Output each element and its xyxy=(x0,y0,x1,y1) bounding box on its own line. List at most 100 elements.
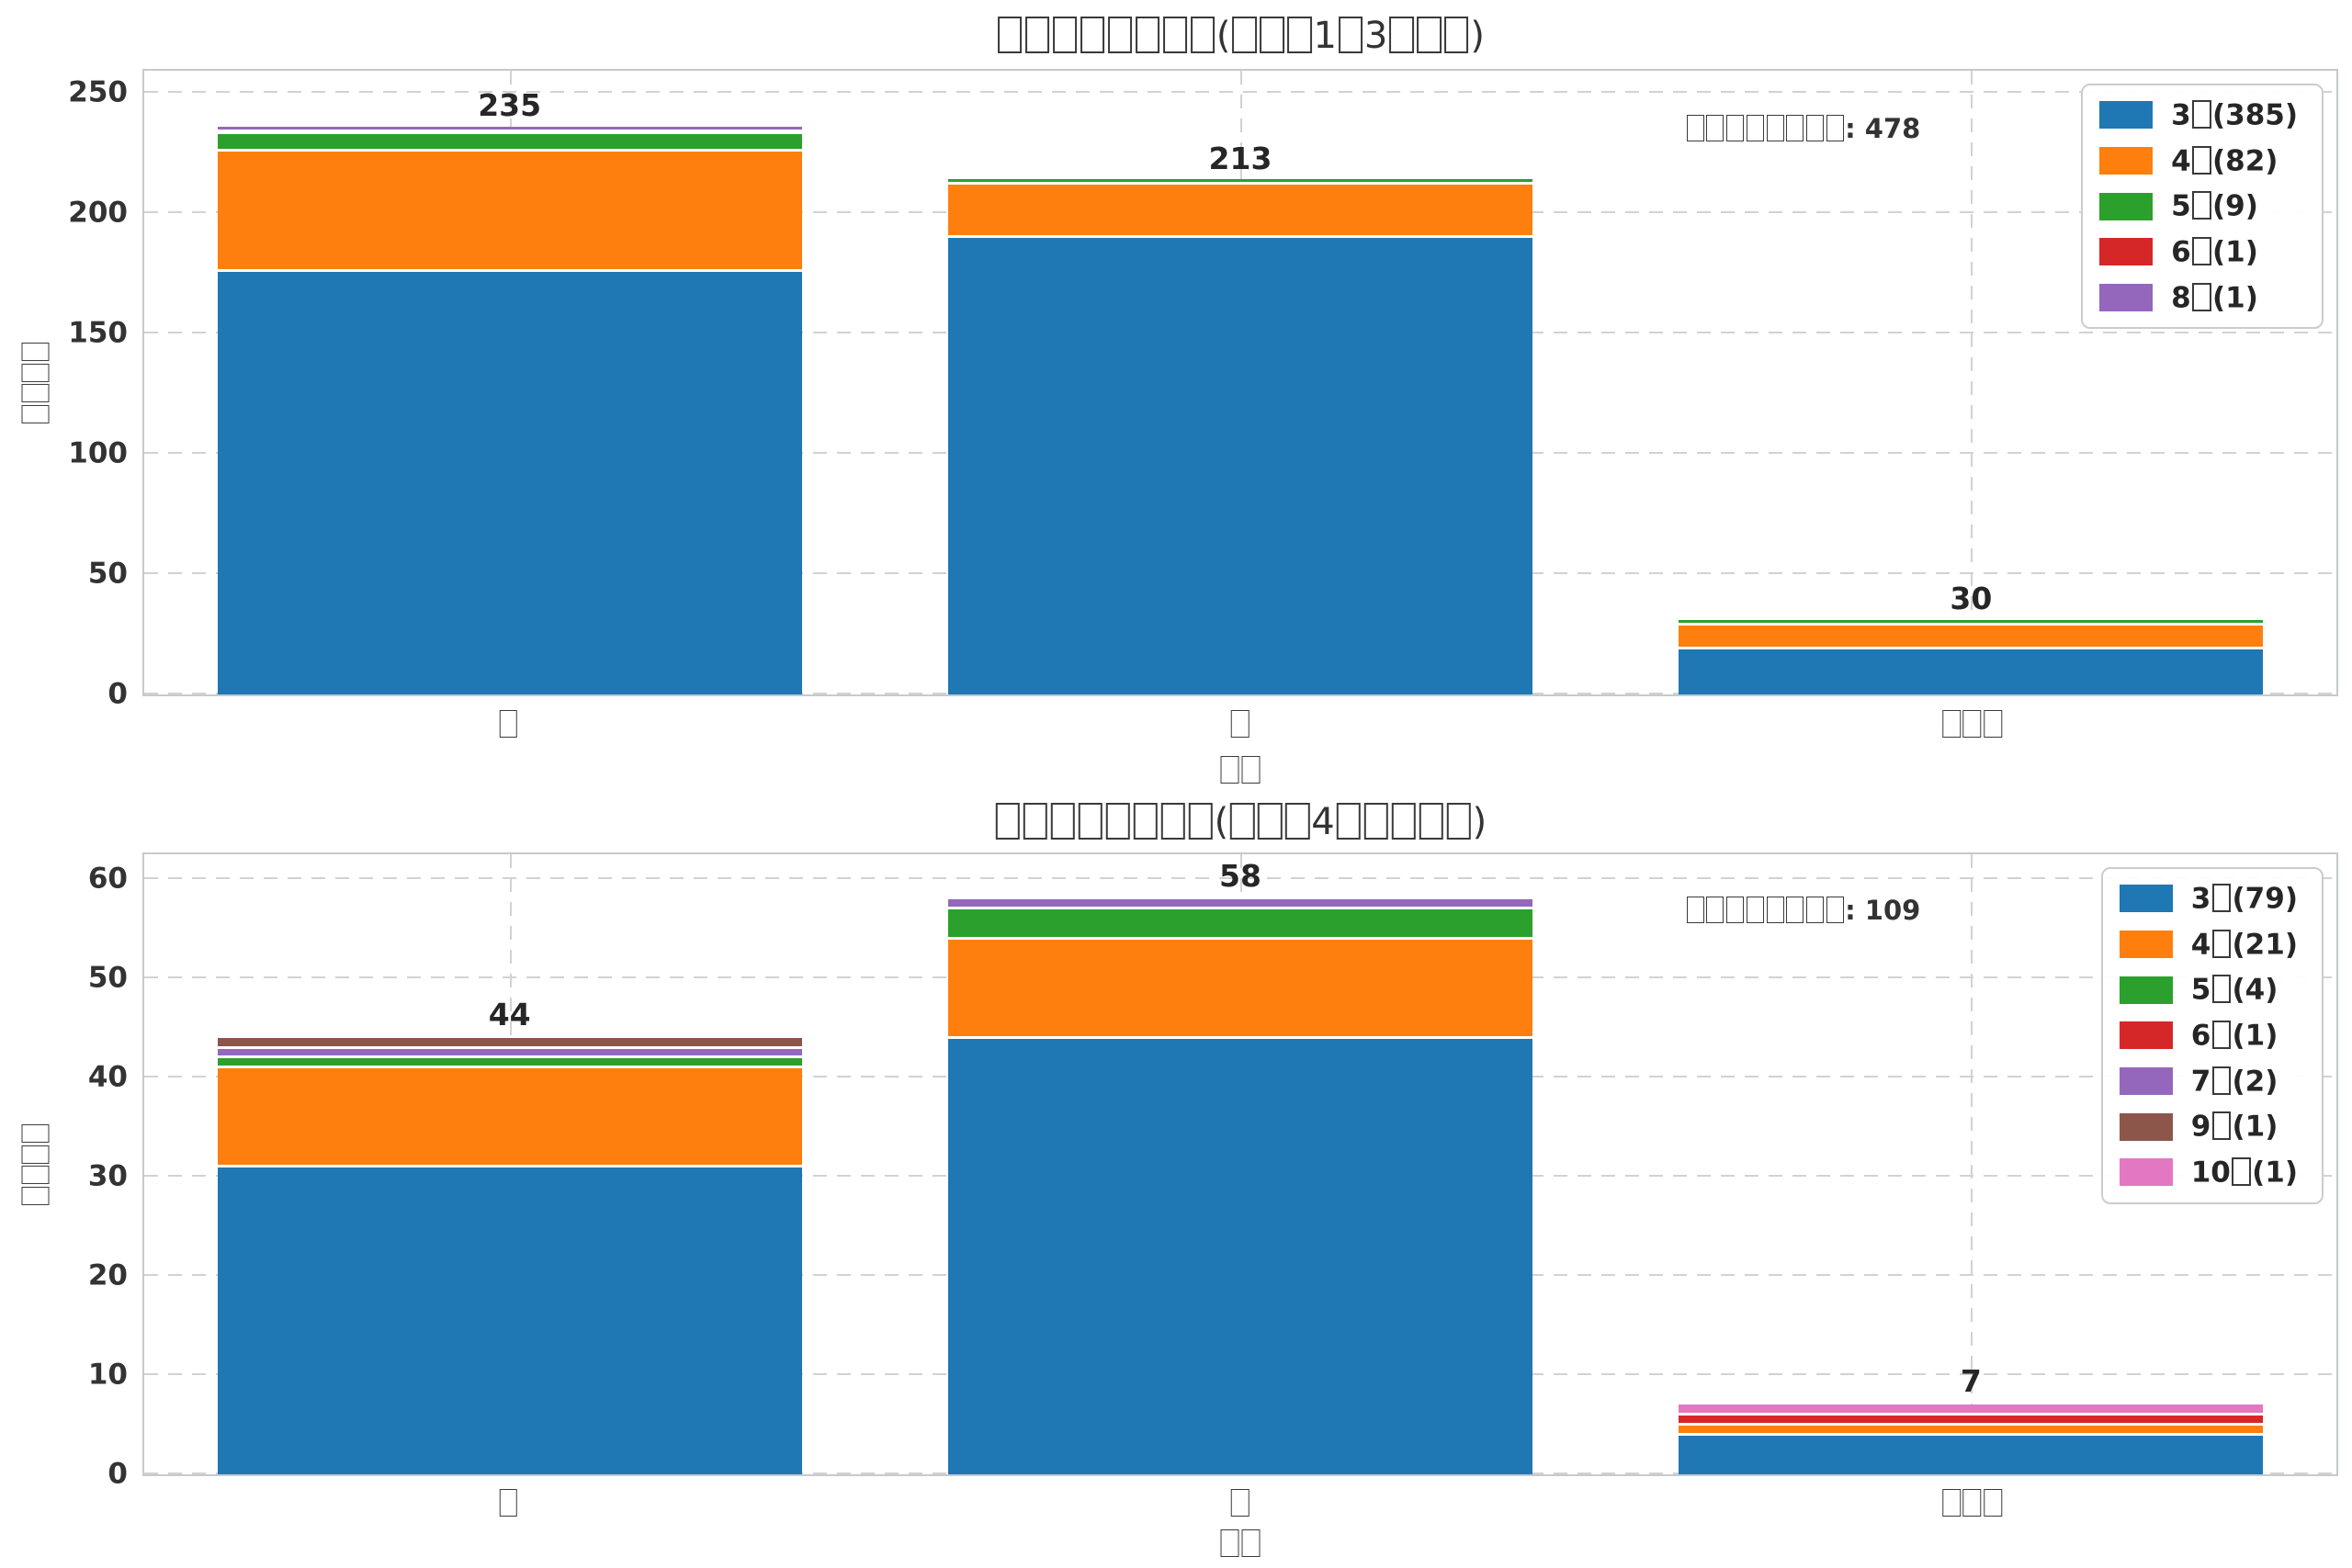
legend-row: 4 (82) xyxy=(2099,145,2298,176)
missing-glyph-box xyxy=(1160,802,1185,840)
legend-label: 7 (2) xyxy=(2190,1065,2278,1099)
chart-title-top: (1 3) xyxy=(996,15,1485,57)
bar-total-label: 30 xyxy=(1950,581,1993,617)
legend-row: 4 (21) xyxy=(2119,928,2298,962)
missing-glyph-box xyxy=(1287,16,1312,53)
y-tick-label: 10 xyxy=(87,1358,128,1392)
x-tick-label xyxy=(1941,1488,2003,1520)
missing-glyph-box xyxy=(1024,16,1050,53)
bar-segment-separator xyxy=(1679,1432,2264,1436)
legend-label: 5 (9) xyxy=(2171,190,2258,224)
legend-row: 5 (4) xyxy=(2119,975,2298,1005)
missing-glyph-box xyxy=(1052,16,1078,53)
y-tick-label: 50 xyxy=(87,557,128,591)
missing-glyph-box xyxy=(1746,115,1764,142)
x-ticks-bottom xyxy=(142,1488,2338,1534)
missing-glyph-box xyxy=(1220,756,1239,784)
legend-label: 6 (1) xyxy=(2190,1019,2278,1053)
missing-glyph-box xyxy=(1805,897,1825,924)
missing-glyph-box xyxy=(1078,802,1102,840)
bar-segment-separator xyxy=(947,182,1533,186)
y-tick-label: 20 xyxy=(87,1258,128,1292)
axes-0: : 478 3 (385) 4 (82) 5 (9) 6 (1) 8 (1) 0 50 100 150 2… xyxy=(68,69,2338,708)
missing-glyph-box xyxy=(1080,16,1105,53)
missing-glyph-box xyxy=(997,16,1023,53)
bar-segment-separator xyxy=(947,936,1533,940)
legend-label: 8 (1) xyxy=(2171,281,2258,315)
missing-glyph-box xyxy=(1050,802,1075,840)
missing-glyph-box xyxy=(2211,929,2232,958)
bar-segment xyxy=(217,1057,802,1068)
missing-glyph-box xyxy=(1726,897,1745,924)
missing-glyph-box xyxy=(1220,1529,1239,1558)
bar-segment-separator xyxy=(1679,1423,2264,1426)
y-tick-label: 200 xyxy=(68,196,128,230)
missing-glyph-box xyxy=(1826,897,1844,924)
missing-glyph-box xyxy=(2192,237,2211,266)
x-tick-label xyxy=(1230,709,1250,741)
bar-segment xyxy=(217,133,802,151)
y-tick-label: 100 xyxy=(68,436,128,470)
bar-total-label: 44 xyxy=(488,996,531,1032)
missing-glyph-box xyxy=(1446,802,1471,840)
bar-segment-separator xyxy=(947,907,1533,910)
missing-glyph-box xyxy=(1188,802,1213,840)
bar-segment xyxy=(947,908,1533,939)
y-tick-label: 0 xyxy=(107,1457,128,1491)
missing-glyph-box xyxy=(1786,897,1804,924)
bar-total-label: 235 xyxy=(478,86,542,123)
missing-glyph-box xyxy=(1260,16,1284,53)
bar-segment xyxy=(217,1067,802,1168)
bar-total-label: 213 xyxy=(1208,140,1272,176)
legend-swatch xyxy=(2099,147,2154,175)
missing-glyph-box xyxy=(1786,115,1804,142)
legend-swatch xyxy=(2119,885,2173,913)
legend-row: 8 (1) xyxy=(2099,281,2298,315)
missing-glyph-box xyxy=(1105,802,1130,840)
missing-glyph-box xyxy=(2211,1111,2232,1141)
missing-glyph-box xyxy=(1133,802,1158,840)
missing-glyph-box xyxy=(1805,115,1825,142)
bar-segment-separator xyxy=(947,234,1533,238)
legend-bottom: 3 (79) 4 (21) 5 (4) 6 (1) 7 (2) 9 (1) 10 (1) xyxy=(2100,867,2324,1204)
bar-segment-separator xyxy=(217,148,802,152)
missing-glyph-box xyxy=(1419,802,1443,840)
legend-row: 9 (1) xyxy=(2119,1111,2298,1142)
gridline-vertical xyxy=(1971,854,1973,1474)
missing-glyph-box xyxy=(1686,897,1704,924)
missing-glyph-box xyxy=(1706,897,1724,924)
bar-segment-separator xyxy=(217,268,802,272)
missing-glyph-box xyxy=(1190,16,1216,53)
missing-glyph-box xyxy=(2192,191,2211,220)
y-tick-label: 40 xyxy=(87,1060,128,1094)
missing-glyph-box xyxy=(1391,802,1416,840)
gridline-vertical xyxy=(1971,71,1973,694)
missing-glyph-box xyxy=(1389,16,1414,53)
bar-segment xyxy=(947,898,1533,909)
missing-glyph-box xyxy=(1241,756,1261,784)
bar-segment xyxy=(1679,1425,2264,1435)
bar-segment xyxy=(947,179,1533,185)
bar-segment xyxy=(1679,1415,2264,1425)
y-tick-label: 30 xyxy=(87,1159,128,1193)
bar-segment xyxy=(217,1047,802,1058)
legend-row: 5 (9) xyxy=(2099,191,2298,221)
missing-glyph-box xyxy=(1417,16,1442,53)
legend-swatch xyxy=(2119,976,2173,1004)
missing-glyph-box xyxy=(21,1166,50,1185)
legend-label: 4 (21) xyxy=(2190,928,2298,962)
bar-segment-separator xyxy=(947,1035,1533,1039)
missing-glyph-box xyxy=(1231,710,1250,739)
missing-glyph-box xyxy=(1232,16,1257,53)
missing-glyph-box xyxy=(21,343,50,362)
legend-row: 10 (1) xyxy=(2119,1157,2298,1188)
missing-glyph-box xyxy=(1107,16,1133,53)
legend-label: 3 (385) xyxy=(2171,98,2298,132)
legend-label: 3 (79) xyxy=(2190,882,2298,916)
missing-glyph-box xyxy=(1231,1489,1250,1517)
chart-title-bottom: (4) xyxy=(994,801,1487,843)
missing-glyph-box xyxy=(1686,115,1704,142)
bar-segment xyxy=(947,184,1533,237)
bar-segment xyxy=(947,1037,1533,1474)
missing-glyph-box xyxy=(1942,1489,1962,1517)
